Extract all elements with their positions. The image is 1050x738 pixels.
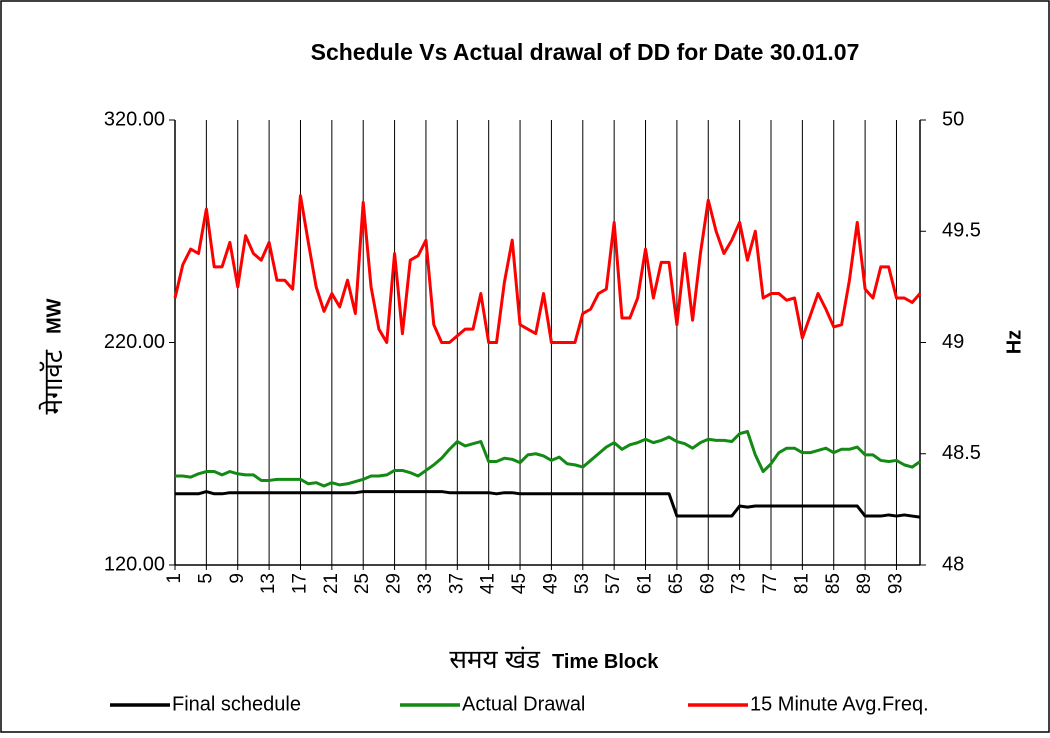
x-tick-label: 61 (635, 573, 656, 594)
y2-tick-label: 48 (942, 553, 964, 575)
x-label: Time Block (552, 651, 659, 673)
legend-label: 15 Minute Avg.Freq. (750, 693, 929, 715)
x-tick-label: 49 (540, 573, 561, 594)
x-tick-label: 93 (885, 573, 906, 594)
x-tick-label: 1 (164, 573, 185, 584)
x-tick-label: 25 (352, 573, 373, 594)
x-tick-label: 21 (321, 573, 342, 594)
y-tick-label: 220.00 (104, 331, 165, 353)
x-tick-label: 5 (195, 573, 216, 584)
y-label: MW (43, 298, 65, 334)
series-line (173, 194, 922, 344)
x-tick-label: 65 (666, 573, 687, 594)
legend-label: Actual Drawal (462, 693, 585, 715)
x-label-hindi: समय खंड (449, 644, 541, 674)
y2-tick-label: 48.5 (942, 442, 981, 464)
series-line (175, 430, 921, 488)
y2-tick-label: 49 (942, 331, 964, 353)
x-tick-label: 53 (572, 573, 593, 594)
x-tick-label: 69 (697, 573, 718, 594)
x-tick-label: 85 (823, 573, 844, 594)
x-tick-label: 73 (729, 573, 750, 594)
x-tick-label: 13 (258, 573, 279, 594)
x-tick-label: 37 (446, 573, 467, 594)
x-tick-label: 41 (478, 573, 499, 594)
y-tick-label: 320.00 (104, 108, 165, 130)
x-tick-label: 89 (854, 573, 875, 594)
y-axis-title: मेगावॅट MW (38, 298, 68, 414)
x-tick-label: 33 (415, 573, 436, 594)
chart-title: Schedule Vs Actual drawal of DD for Date… (311, 39, 860, 65)
x-tick-label: 45 (509, 573, 530, 594)
legend-label: Final schedule (172, 693, 301, 715)
series-line (175, 490, 921, 519)
x-tick-label: 57 (603, 573, 624, 594)
y-label-hindi: मेगावॅट (38, 349, 68, 414)
y-tick-label: 120.00 (104, 553, 165, 575)
y2-axis-title: Hz (1003, 330, 1025, 354)
y2-tick-label: 49.5 (942, 220, 981, 242)
x-tick-label: 29 (384, 573, 405, 594)
x-tick-label: 81 (791, 573, 812, 594)
x-tick-label: 9 (227, 573, 248, 584)
y2-tick-label: 50 (942, 108, 964, 130)
x-tick-label: 77 (760, 573, 781, 594)
x-tick-label: 17 (289, 573, 310, 594)
